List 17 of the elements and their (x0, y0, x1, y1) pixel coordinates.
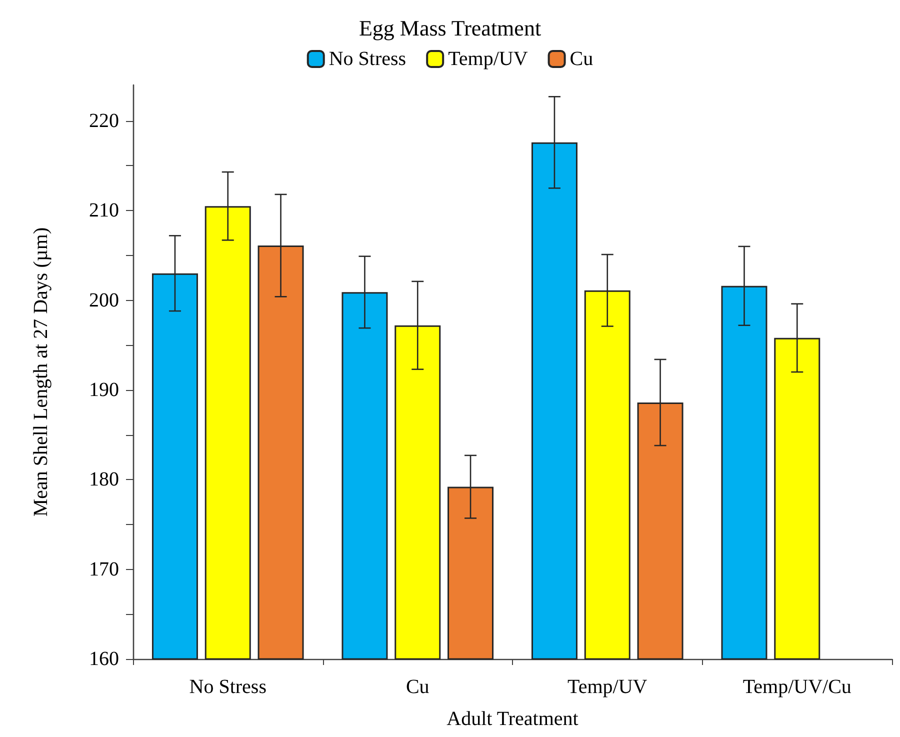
y-tick-label: 170 (89, 558, 119, 580)
x-axis-title: Adult Treatment (446, 708, 579, 730)
x-tick-label: No Stress (189, 676, 267, 698)
y-tick-label: 190 (89, 378, 119, 401)
legend-label: No Stress (328, 48, 406, 70)
legend-label: Cu (570, 48, 594, 70)
y-tick-label: 180 (89, 468, 119, 491)
y-tick-label: 160 (89, 648, 119, 670)
x-tick-label: Temp/UV/Cu (742, 676, 852, 698)
x-tick-label: Temp/UV (568, 676, 648, 698)
x-tick-label: Cu (406, 676, 430, 698)
legend-title: Egg Mass Treatment (358, 16, 542, 40)
legend-label: Temp/UV (448, 48, 528, 70)
y-tick-label: 220 (89, 110, 119, 132)
y-tick-label: 210 (89, 200, 119, 222)
y-axis-title: Mean Shell Length at 27 Days (µm) (30, 227, 52, 517)
y-tick-label: 200 (89, 289, 119, 312)
